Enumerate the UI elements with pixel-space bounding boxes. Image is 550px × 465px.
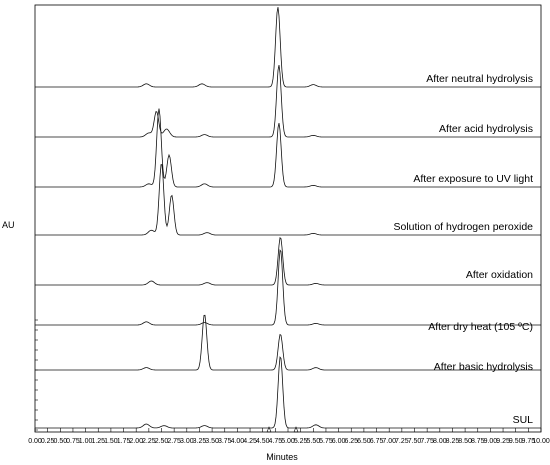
x-tick-label: 1.00 [79, 438, 93, 445]
x-tick-label: 10.00 [532, 438, 550, 445]
x-tick-label: 1.75 [117, 438, 131, 445]
x-tick-label: 4.00 [231, 438, 245, 445]
trace-line [35, 356, 541, 429]
y-axis-title: AU [2, 220, 15, 230]
x-tick-label: 4.75 [269, 438, 283, 445]
x-tick-label: 7.50 [408, 438, 422, 445]
x-tick-label: 3.25 [193, 438, 207, 445]
x-tick-label: 5.25 [294, 438, 308, 445]
trace-label: After acid hydrolysis [439, 123, 533, 135]
x-tick-label: 3.75 [218, 438, 232, 445]
integration-marker [266, 426, 272, 433]
trace-label: Solution of hydrogen peroxide [393, 221, 533, 233]
x-tick-label: 8.50 [458, 438, 472, 445]
x-tick-label: 3.00 [180, 438, 194, 445]
x-tick-label: 0.75 [66, 438, 80, 445]
x-tick-label: 4.25 [243, 438, 257, 445]
x-tick-label: 9.25 [496, 438, 510, 445]
trace-label: After basic hydrolysis [434, 361, 533, 373]
integration-marker [293, 426, 299, 433]
trace-line [35, 7, 541, 88]
x-tick-label: 5.00 [281, 438, 295, 445]
x-tick-label: 6.25 [344, 438, 358, 445]
x-tick-label: 2.75 [167, 438, 181, 445]
x-tick-label: 8.25 [446, 438, 460, 445]
x-tick-label: 6.75 [370, 438, 384, 445]
x-tick-label: 2.50 [155, 438, 169, 445]
x-tick-label: 9.75 [522, 438, 536, 445]
x-tick-label: 5.50 [306, 438, 320, 445]
x-tick-label: 6.50 [357, 438, 371, 445]
trace-label: After exposure to UV light [413, 173, 533, 185]
x-tick-label: 7.75 [420, 438, 434, 445]
trace-line [35, 249, 541, 326]
trace-label: After neutral hydrolysis [426, 73, 533, 85]
x-tick-label: 7.25 [395, 438, 409, 445]
trace-line [35, 108, 541, 188]
trace-line [35, 164, 541, 236]
trace-line [35, 237, 541, 286]
trace-label: SUL [513, 414, 534, 426]
x-tick-label: 6.00 [332, 438, 346, 445]
x-tick-label: 0.50 [53, 438, 67, 445]
x-tick-label: 0.00 [28, 438, 42, 445]
trace-label: After dry heat (105 ºC) [428, 321, 533, 333]
x-tick-label: 1.25 [91, 438, 105, 445]
trace-line [35, 314, 541, 371]
x-axis-title: Minutes [266, 452, 298, 462]
x-tick-label: 8.00 [433, 438, 447, 445]
trace-label: After oxidation [466, 269, 533, 281]
x-tick-label: 4.50 [256, 438, 270, 445]
x-tick-label: 5.75 [319, 438, 333, 445]
x-tick-label: 8.75 [471, 438, 485, 445]
x-tick-label: 9.00 [484, 438, 498, 445]
x-tick-label: 2.00 [129, 438, 143, 445]
x-tick-label: 9.50 [509, 438, 523, 445]
x-tick-label: 2.25 [142, 438, 156, 445]
x-tick-label: 1.50 [104, 438, 118, 445]
x-tick-label: 7.00 [382, 438, 396, 445]
x-tick-label: 3.50 [205, 438, 219, 445]
trace-line [35, 65, 541, 138]
x-tick-label: 0.25 [41, 438, 55, 445]
